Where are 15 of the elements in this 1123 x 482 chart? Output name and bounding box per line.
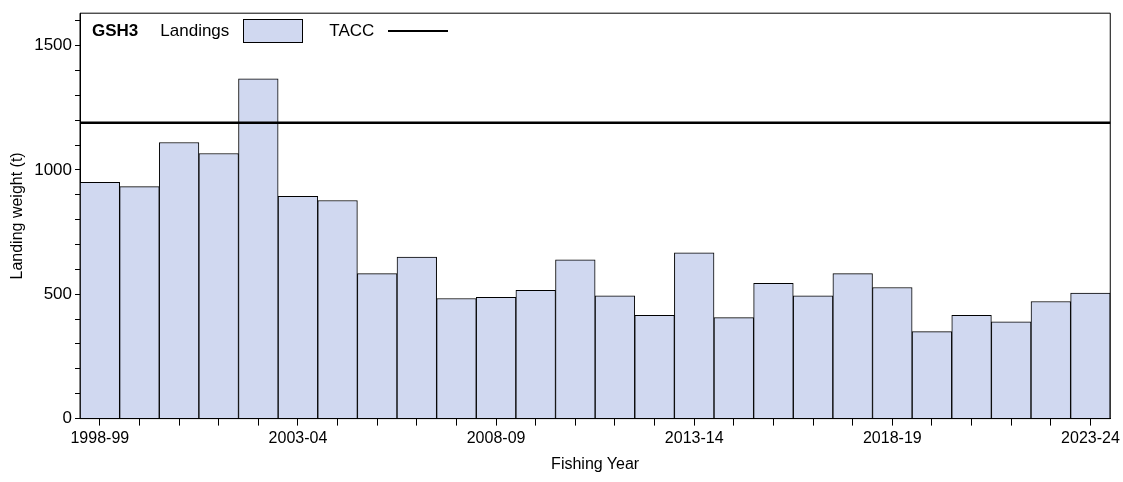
y-tick-label: 1000 bbox=[34, 159, 73, 179]
x-tick-label: 1998-99 bbox=[70, 428, 130, 446]
x-tick-label: 2013-14 bbox=[664, 428, 724, 446]
legend-label: Landings bbox=[160, 21, 230, 42]
y-axis-title: Landing weight (t) bbox=[8, 152, 26, 280]
x-axis-title: Fishing Year bbox=[551, 454, 640, 472]
x-tick-label: 2003-04 bbox=[268, 428, 328, 446]
y-tick-label: 0 bbox=[62, 408, 73, 428]
y-tick-label: 1500 bbox=[34, 35, 73, 55]
legend-label: TACC bbox=[329, 21, 375, 42]
y-tick-label: 500 bbox=[43, 283, 73, 303]
x-tick-label: 2023-24 bbox=[1061, 428, 1120, 446]
x-tick-label: 2018-19 bbox=[862, 428, 922, 446]
legend-title: GSH3 bbox=[92, 21, 139, 42]
x-tick-label: 2008-09 bbox=[466, 428, 526, 446]
